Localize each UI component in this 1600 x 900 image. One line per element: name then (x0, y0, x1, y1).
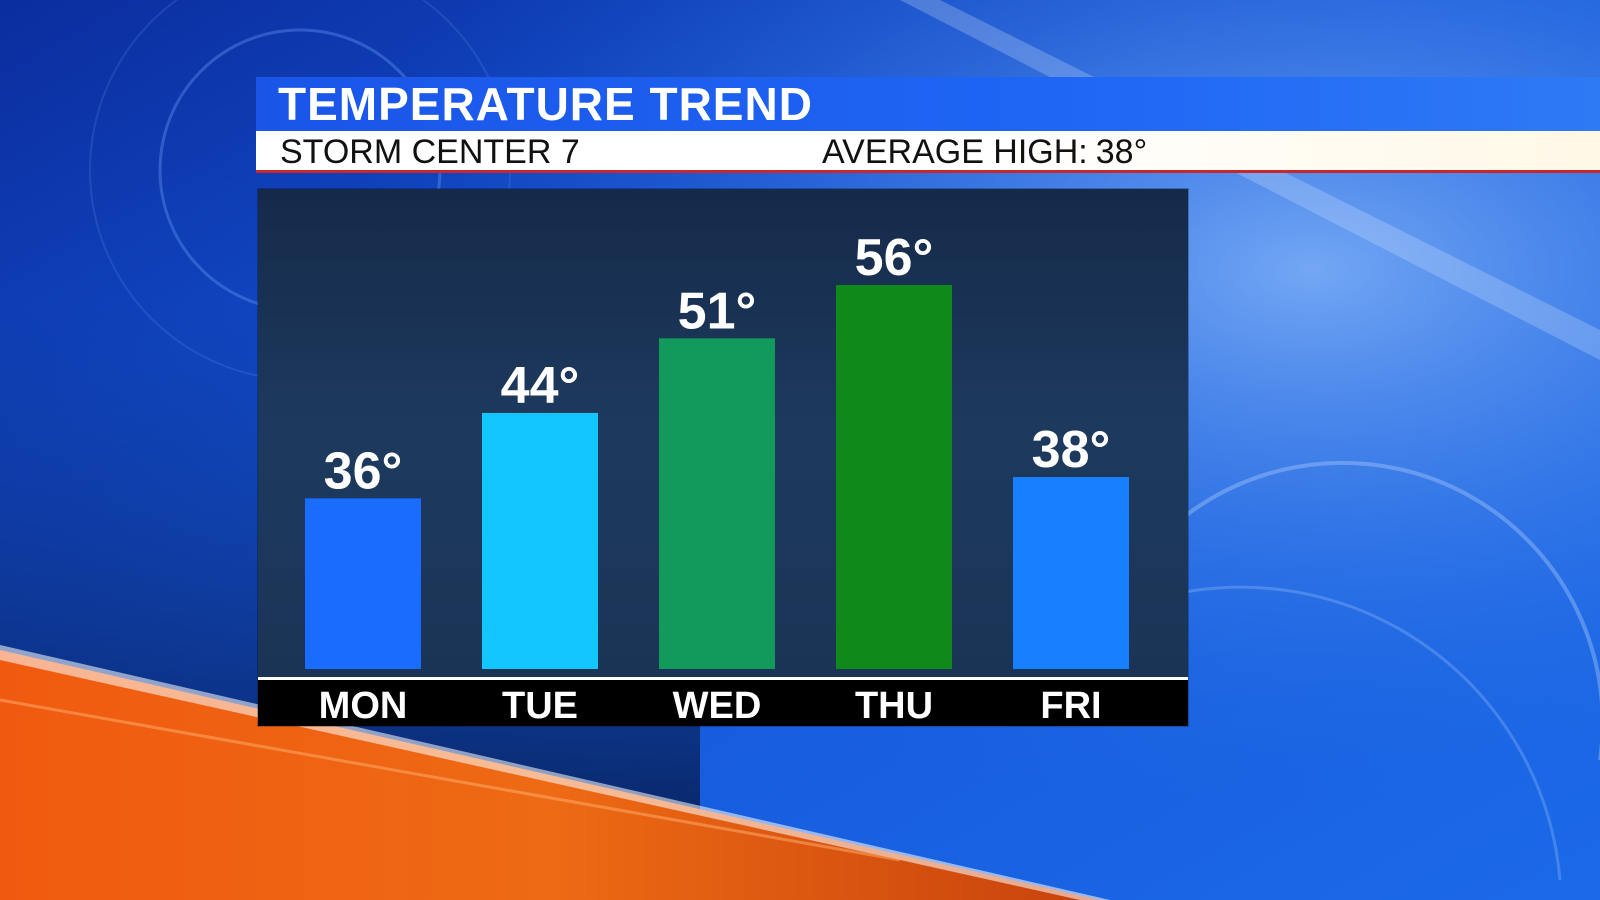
page-title: TEMPERATURE TREND (278, 78, 813, 130)
day-label-fri: FRI (1040, 685, 1101, 726)
temperature-bar-chart: 36° MON 44° TUE 51° WED 56° THU 38° FRI (258, 229, 1188, 726)
bar-mon (305, 498, 421, 669)
title-bar: TEMPERATURE TREND (256, 77, 1600, 131)
bar-fri (1013, 477, 1129, 669)
day-label-mon: MON (319, 685, 408, 726)
value-label-mon: 36° (324, 442, 403, 500)
value-label-tue: 44° (501, 357, 580, 415)
axis-strip (258, 680, 1188, 726)
value-label-wed: 51° (678, 282, 757, 340)
day-label-wed: WED (673, 685, 762, 726)
subtitle-bar: STORM CENTER 7 AVERAGE HIGH: 38° (256, 131, 1600, 173)
bar-wed (659, 338, 775, 669)
axis-line (258, 677, 1188, 680)
station-name: STORM CENTER 7 (280, 133, 580, 171)
bar-tue (482, 413, 598, 669)
day-label-tue: TUE (502, 685, 578, 726)
value-label-fri: 38° (1032, 421, 1111, 479)
average-high-value: 38° (1095, 133, 1148, 171)
chart-panel: 36° MON 44° TUE 51° WED 56° THU 38° FRI (258, 189, 1188, 726)
average-high: AVERAGE HIGH: 38° (822, 133, 1147, 171)
value-label-thu: 56° (855, 229, 934, 287)
day-label-thu: THU (855, 685, 933, 726)
bar-thu (836, 285, 952, 669)
average-high-label: AVERAGE HIGH: (822, 133, 1088, 171)
